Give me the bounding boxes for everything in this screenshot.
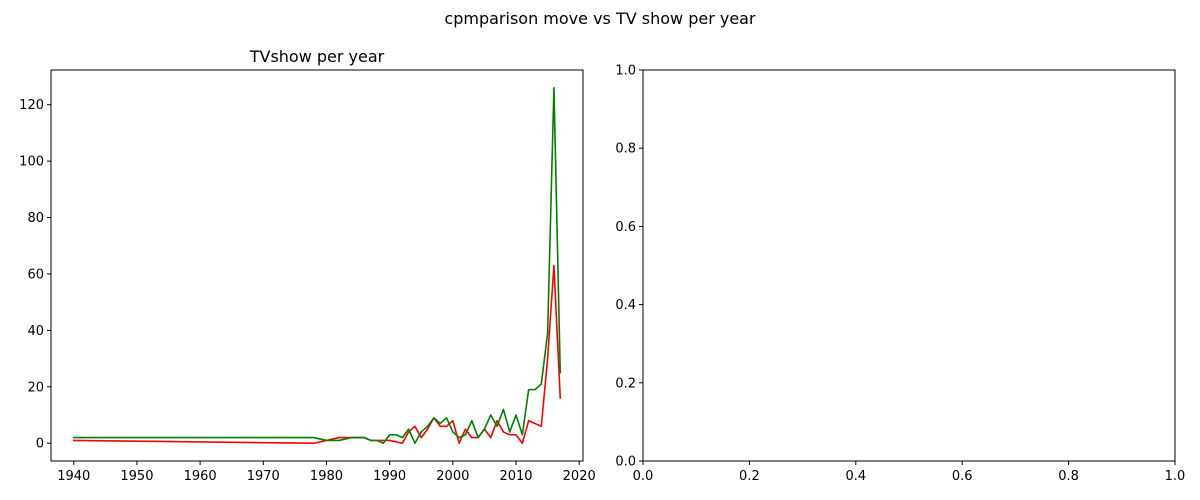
x-tick-label: 2020 bbox=[563, 469, 596, 484]
axes-frame bbox=[50, 69, 584, 462]
x-tick-label: 1960 bbox=[184, 469, 217, 484]
x-tick-label: 2000 bbox=[436, 469, 469, 484]
left-axes: TVshow per year 1940 1950 1960 1970 1980 1990… bbox=[19, 47, 596, 484]
y-tick-label: 0.4 bbox=[615, 298, 636, 313]
x-tick-label: 0.0 bbox=[633, 469, 654, 484]
x-tick-label: 2010 bbox=[499, 469, 532, 484]
y-tick-label: 60 bbox=[27, 267, 44, 282]
y-tick-label: 20 bbox=[27, 380, 44, 395]
y-tick-label: 0.2 bbox=[615, 376, 636, 391]
figure-title: cpmparison move vs TV show per year bbox=[444, 9, 756, 28]
y-tick-label: 0.6 bbox=[615, 220, 636, 235]
right-axes: 0.0 0.2 0.4 0.6 0.8 1.0 0.0 0.2 0.4 0.6 0.8 1.0 bbox=[615, 64, 1185, 485]
x-tick-label: 0.4 bbox=[845, 469, 866, 484]
left-axes-title: TVshow per year bbox=[249, 47, 385, 66]
y-tick-label: 0.0 bbox=[615, 455, 636, 470]
y-tick-label: 0 bbox=[36, 437, 44, 452]
x-tick-label: 1940 bbox=[57, 469, 90, 484]
y-tick-label: 1.0 bbox=[615, 64, 636, 79]
x-tick-label: 0.6 bbox=[952, 469, 973, 484]
x-tick-label: 1970 bbox=[247, 469, 280, 484]
x-tick-label: 1.0 bbox=[1165, 469, 1186, 484]
x-tick-label: 1980 bbox=[310, 469, 343, 484]
y-tick-label: 0.8 bbox=[615, 142, 636, 157]
y-tick-label: 100 bbox=[19, 155, 44, 170]
y-tick-label: 80 bbox=[27, 211, 44, 226]
y-tick-label: 40 bbox=[27, 324, 44, 339]
series-line-1 bbox=[72, 86, 562, 445]
axes-frame bbox=[642, 69, 1176, 462]
x-tick-label: 1990 bbox=[373, 469, 406, 484]
x-tick-label: 1950 bbox=[120, 469, 153, 484]
y-tick-label: 120 bbox=[19, 98, 44, 113]
x-tick-label: 0.8 bbox=[1058, 469, 1079, 484]
x-tick-label: 0.2 bbox=[739, 469, 760, 484]
